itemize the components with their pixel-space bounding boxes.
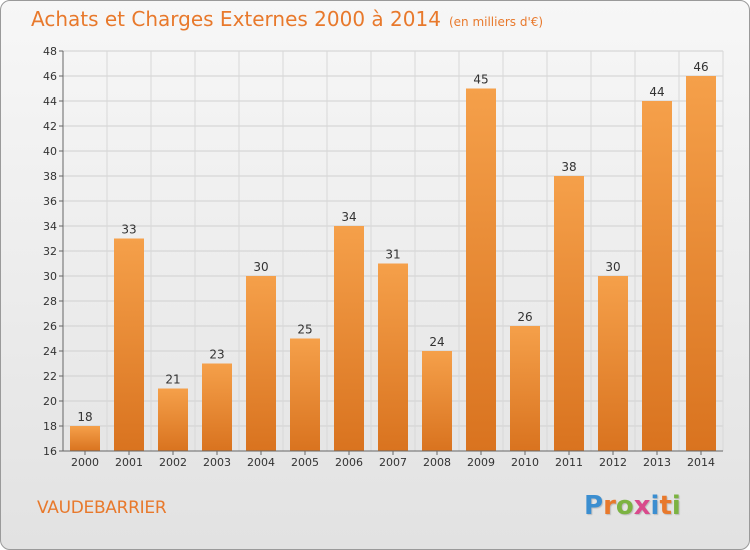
data-label: 33 (121, 223, 136, 237)
x-tick-label: 2001 (115, 456, 143, 469)
data-label: 23 (209, 348, 224, 362)
value-labels: 18 33 21 23 30 25 34 31 24 45 26 38 30 44 46 (77, 60, 708, 424)
data-label: 18 (77, 410, 92, 424)
bar (202, 363, 232, 451)
axes: 16 18 20 22 24 26 28 30 32 34 36 38 40 42 44 46 48 2000 20… (43, 45, 723, 469)
data-label: 24 (429, 335, 444, 349)
logo-letter: P (584, 491, 604, 521)
data-label: 30 (253, 260, 268, 274)
data-label: 30 (605, 260, 620, 274)
bar (466, 88, 496, 451)
x-tick-label: 2006 (335, 456, 363, 469)
y-tick-label: 24 (43, 345, 57, 358)
data-label: 44 (649, 85, 664, 99)
x-tick-label: 2005 (291, 456, 319, 469)
y-tick-label: 34 (43, 220, 57, 233)
x-tick-label: 2003 (203, 456, 231, 469)
bar (554, 176, 584, 451)
y-tick-label: 30 (43, 270, 57, 283)
bar (290, 338, 320, 451)
y-tick-label: 48 (43, 45, 57, 58)
logo-letter: i (650, 491, 660, 521)
chart-title-row: Achats et Charges Externes 2000 à 2014 (e… (31, 7, 543, 31)
x-tick-label: 2010 (511, 456, 539, 469)
data-label: 26 (517, 310, 532, 324)
y-tick-label: 20 (43, 395, 57, 408)
y-tick-label: 42 (43, 120, 57, 133)
data-label: 46 (693, 60, 708, 74)
logo-letter: i (671, 491, 681, 521)
logo-letter: x (633, 491, 651, 521)
logo-letter: t (659, 491, 672, 521)
bar (422, 351, 452, 451)
y-tick-label: 22 (43, 370, 57, 383)
bar (686, 76, 716, 451)
data-label: 45 (473, 73, 488, 87)
y-tick-label: 28 (43, 295, 57, 308)
data-label: 34 (341, 210, 356, 224)
x-tick-label: 2011 (555, 456, 583, 469)
y-tick-label: 16 (43, 445, 57, 458)
y-tick-label: 38 (43, 170, 57, 183)
data-label: 38 (561, 160, 576, 174)
logo-letter: r (603, 491, 616, 521)
x-tick-label: 2004 (247, 456, 275, 469)
data-label: 21 (165, 373, 180, 387)
y-tick-label: 26 (43, 320, 57, 333)
y-tick-label: 46 (43, 70, 57, 83)
chart-subtitle: (en milliers d'€) (448, 15, 544, 29)
bar (510, 326, 540, 451)
bar (158, 388, 188, 451)
chart-title: Achats et Charges Externes 2000 à 2014 (31, 7, 441, 31)
x-tick-label: 2000 (71, 456, 99, 469)
bar (246, 276, 276, 451)
bar (114, 238, 144, 451)
bar (642, 101, 672, 451)
y-tick-label: 40 (43, 145, 57, 158)
y-tick-label: 36 (43, 195, 57, 208)
bar (70, 426, 100, 451)
x-tick-label: 2007 (379, 456, 407, 469)
proxiti-logo[interactable]: Proxiti (584, 491, 681, 521)
x-tick-label: 2009 (467, 456, 495, 469)
y-tick-label: 44 (43, 95, 57, 108)
y-tick-label: 32 (43, 245, 57, 258)
y-tick-label: 18 (43, 420, 57, 433)
bar (378, 263, 408, 451)
x-tick-label: 2002 (159, 456, 187, 469)
data-label: 31 (385, 248, 400, 262)
bars (70, 76, 716, 451)
x-tick-label: 2014 (687, 456, 715, 469)
logo-letter: o (615, 491, 634, 521)
bar (598, 276, 628, 451)
x-tick-label: 2013 (643, 456, 671, 469)
x-tick-label: 2008 (423, 456, 451, 469)
bar (334, 226, 364, 451)
commune-name: VAUDEBARRIER (37, 498, 167, 518)
x-tick-label: 2012 (599, 456, 627, 469)
data-label: 25 (297, 323, 312, 337)
